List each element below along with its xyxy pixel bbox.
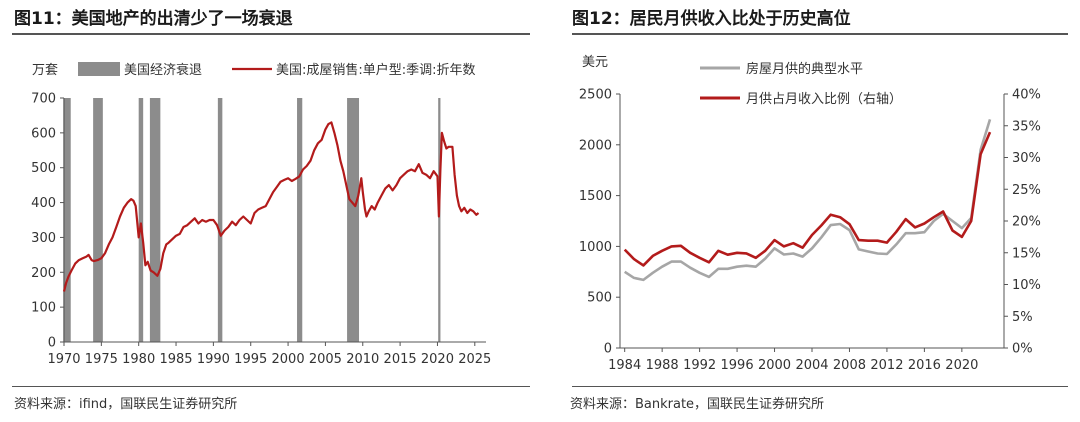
- legend-recession-label: 美国经济衰退: [124, 62, 202, 78]
- right-chart-right-tick-label: 20%: [1012, 215, 1041, 230]
- left-y-tick-label: 600: [31, 126, 56, 141]
- right-chart-right-tick-label: 25%: [1012, 183, 1041, 198]
- right-chart-left-tick-label: 0: [604, 342, 612, 357]
- recession-band-6: [347, 98, 360, 342]
- left-y-tick-label: 100: [31, 301, 56, 316]
- right-chart-left-tick-label: 500: [587, 291, 612, 306]
- left-x-tick-label: 1970: [47, 352, 80, 367]
- recession-band-4: [217, 98, 223, 342]
- left-y-tick-label: 200: [31, 266, 56, 281]
- figure-11-title: 图11：美国地产的出清少了一场衰退: [14, 9, 293, 29]
- figure-11-source: 资料来源：ifind，国联民生证券研究所: [14, 397, 238, 412]
- figure-12-unit-label: 美元: [582, 55, 608, 70]
- right-chart-right-tick-label: 10%: [1012, 278, 1041, 293]
- right-chart-left-tick-label: 2500: [579, 88, 612, 103]
- right-chart-right-tick-label: 0%: [1012, 342, 1033, 357]
- legend-ratio-label: 月供占月收入比例（右轴）: [746, 92, 902, 107]
- recession-band-3: [149, 98, 161, 342]
- figure-12-source: 资料来源：Bankrate，国联民生证券研究所: [570, 397, 825, 412]
- right-chart-x-tick-label: 1992: [683, 358, 716, 373]
- left-x-tick-label: 2020: [421, 352, 454, 367]
- figure-12-title: 图12：居民月供收入比处于历史高位: [572, 9, 851, 29]
- left-x-tick-label: 1980: [122, 352, 155, 367]
- left-x-tick-label: 1985: [159, 352, 192, 367]
- left-x-tick-label: 1990: [197, 352, 230, 367]
- left-x-tick-label: 1995: [234, 352, 267, 367]
- figure-12-panel: 图12：居民月供收入比处于历史高位 美元 房屋月供的典型水平 月供占月收入比例（…: [560, 0, 1080, 422]
- recession-band-0: [63, 98, 71, 342]
- right-chart-x-tick-label: 1988: [646, 358, 679, 373]
- left-y-tick-label: 0: [48, 336, 56, 351]
- right-chart-x-tick-label: 1984: [608, 358, 641, 373]
- right-chart-right-tick-label: 40%: [1012, 88, 1041, 103]
- right-chart-x-tick-label: 2020: [945, 358, 978, 373]
- figure-12-chart: 美元 房屋月供的典型水平 月供占月收入比例（右轴） 0 500 1000 1500 20…: [579, 55, 1041, 373]
- recession-band-2: [138, 98, 144, 342]
- figure-12-source-rule: [572, 386, 1068, 387]
- left-x-tick-label: 2010: [346, 352, 379, 367]
- left-y-tick-label: 400: [31, 196, 56, 211]
- figure-11-title-rule: [12, 33, 530, 35]
- left-x-tick-label: 2005: [309, 352, 342, 367]
- left-x-tick-label: 2000: [272, 352, 305, 367]
- right-chart-x-tick-label: 2016: [908, 358, 941, 373]
- right-chart-left-tick-label: 2000: [579, 138, 612, 153]
- figure-12-title-rule: [572, 33, 1068, 35]
- right-chart-x-tick-label: 2012: [870, 358, 903, 373]
- right-chart-left-tick-label: 1000: [579, 240, 612, 255]
- left-y-tick-label: 500: [31, 161, 56, 176]
- legend-sales-label: 美国:成屋销售:单户型:季调:折年数: [276, 62, 476, 78]
- right-chart-left-tick-label: 1500: [579, 189, 612, 204]
- right-chart-x-tick-label: 2008: [833, 358, 866, 373]
- series-line-payment-to-income: [623, 131, 992, 267]
- left-y-tick-label: 300: [31, 231, 56, 246]
- figure-11-unit-label: 万套: [32, 62, 58, 78]
- figure-11-source-rule: [12, 386, 530, 387]
- right-chart-x-tick-label: 2000: [758, 358, 791, 373]
- figure-11-panel: 图11：美国地产的出清少了一场衰退 万套 美国经济衰退 美国:成屋销售:单户型:…: [12, 9, 530, 412]
- left-x-tick-label: 2015: [384, 352, 417, 367]
- recession-band-1: [93, 98, 103, 342]
- series-line-home-sales: [62, 121, 480, 292]
- figure-11-chart: 万套 美国经济衰退 美国:成屋销售:单户型:季调:折年数 0 100 200 300 4…: [31, 62, 491, 367]
- left-y-tick-label: 700: [31, 92, 56, 107]
- right-chart-right-tick-label: 35%: [1012, 119, 1041, 134]
- series-line-monthly-payment: [623, 119, 992, 282]
- right-chart-right-tick-label: 30%: [1012, 151, 1041, 166]
- right-chart-x-tick-label: 2004: [795, 358, 828, 373]
- legend-recession-swatch: [78, 62, 120, 76]
- right-chart-right-tick-label: 15%: [1012, 246, 1041, 261]
- right-chart-x-tick-label: 1996: [721, 358, 754, 373]
- left-x-tick-label: 2025: [458, 352, 491, 367]
- recession-band-7: [438, 98, 441, 342]
- left-x-tick-label: 1975: [85, 352, 118, 367]
- right-chart-right-tick-label: 5%: [1012, 310, 1033, 325]
- recession-band-5: [297, 98, 303, 342]
- legend-payment-label: 房屋月供的典型水平: [746, 61, 863, 77]
